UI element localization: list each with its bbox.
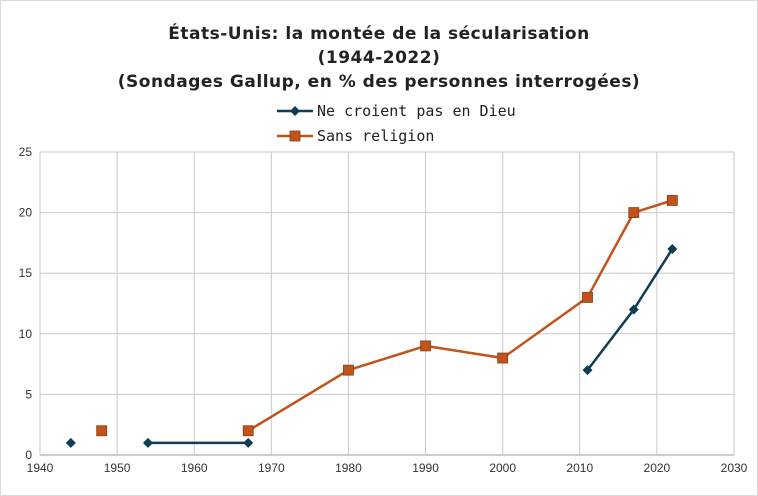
x-tick-label: 2020 <box>644 461 671 475</box>
no-religion-data-point <box>497 352 509 364</box>
atheist-data-point <box>142 437 153 448</box>
no-religion-legend-marker <box>289 130 301 142</box>
atheist-data-point <box>243 437 254 448</box>
x-tick-label: 2000 <box>489 461 516 475</box>
x-tick-label: 1980 <box>335 461 362 475</box>
no-religion-data-point <box>628 207 640 219</box>
y-tick-label: 20 <box>19 206 33 220</box>
x-tick-label: 1940 <box>27 461 54 475</box>
atheist-data-point <box>65 437 76 448</box>
y-tick-label: 5 <box>25 387 32 401</box>
y-tick-label: 25 <box>19 145 33 159</box>
x-tick-label: 2010 <box>566 461 593 475</box>
atheist-data-point <box>667 243 678 254</box>
no-religion-data-point <box>96 425 108 437</box>
x-tick-label: 1950 <box>104 461 131 475</box>
atheist-legend-label: Ne croient pas en Dieu <box>317 102 516 120</box>
atheist-data-point <box>628 304 639 315</box>
y-tick-label: 10 <box>19 327 33 341</box>
title-line-1: États-Unis: la montée de la sécularisati… <box>168 24 590 44</box>
no-religion-data-point <box>666 195 678 206</box>
atheist-data-point <box>582 365 593 376</box>
no-religion-data-point <box>343 364 354 376</box>
x-tick-label: 1960 <box>181 461 208 475</box>
atheist-legend-marker <box>290 106 300 116</box>
x-tick-label: 1970 <box>258 461 285 475</box>
title-line-2: (1944-2022) <box>317 48 441 68</box>
no-religion-data-point <box>582 292 593 303</box>
no-religion-data-point <box>242 425 254 437</box>
x-tick-label: 1990 <box>412 461 439 475</box>
chart-title: États-Unis: la montée de la sécularisati… <box>0 22 758 94</box>
y-tick-label: 0 <box>25 448 32 462</box>
x-tick-label: 2030 <box>721 461 748 475</box>
title-line-3: (Sondages Gallup, en % des personnes int… <box>117 72 641 92</box>
no-religion-series-line <box>247 199 673 432</box>
no-religion-data-point <box>420 340 431 352</box>
y-tick-label: 15 <box>19 266 33 280</box>
no-religion-legend-label: Sans religion <box>317 127 434 145</box>
